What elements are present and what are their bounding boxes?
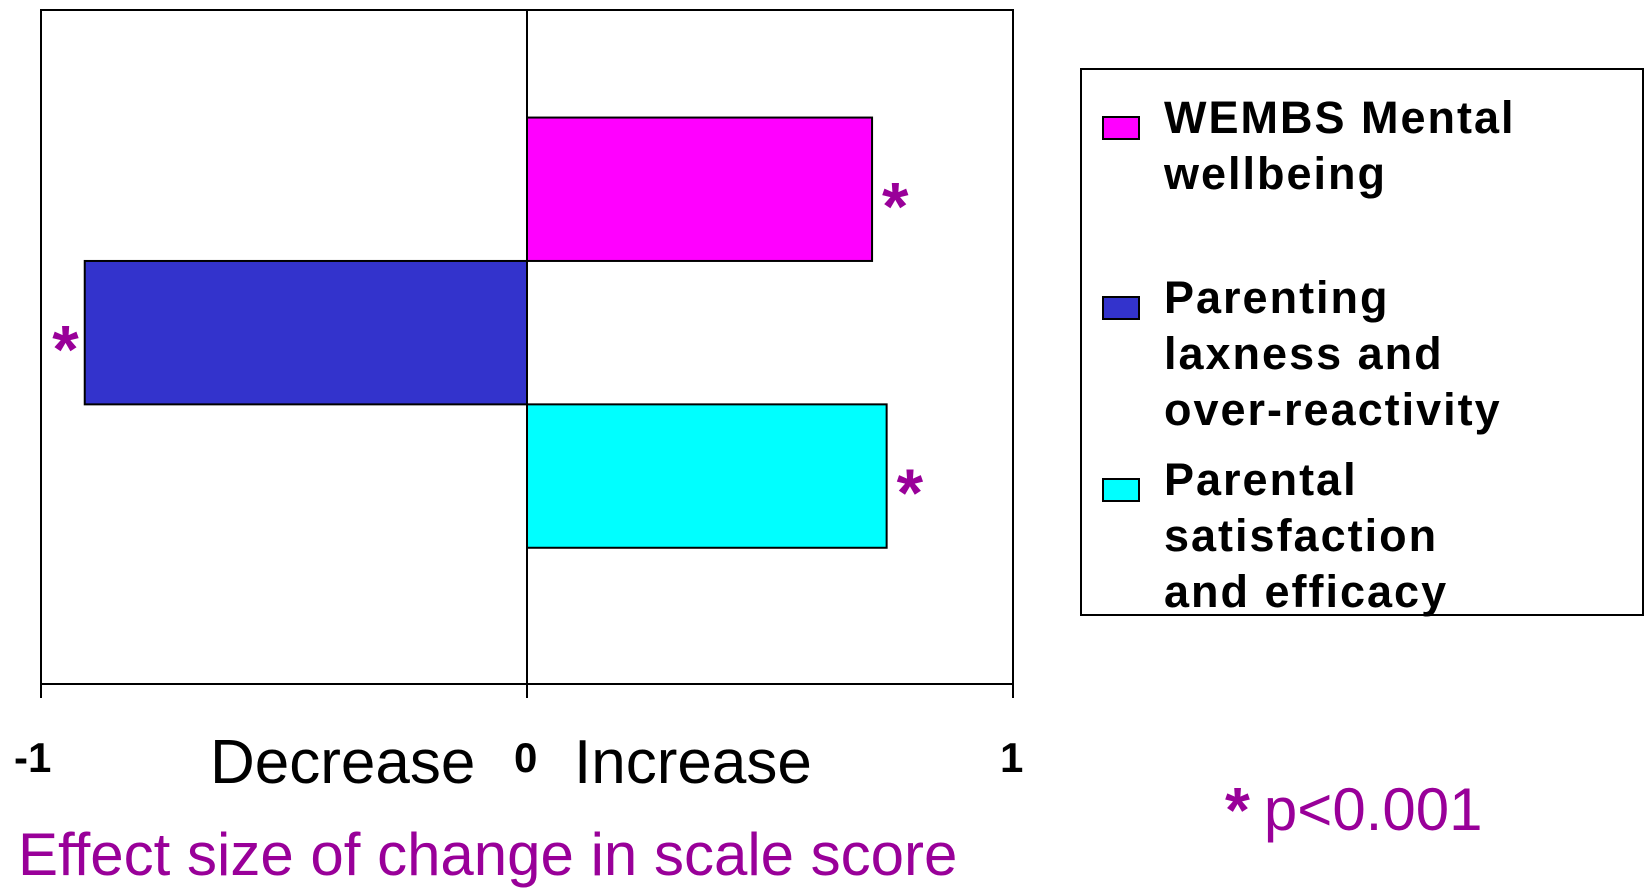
legend-label-laxness: Parenting laxness and over-reactivity [1164,270,1634,438]
legend-swatch-satisfaction [1102,478,1140,502]
increase-label: Increase [574,728,812,797]
legend-line: over-reactivity [1164,384,1502,435]
legend-line: satisfaction [1164,510,1439,561]
significance-star-satisfaction: * [897,455,924,531]
legend-swatch-laxness [1102,296,1140,320]
significance-note-text: p<0.001 [1263,776,1483,843]
legend-label-wembs: WEMBS Mental wellbeing [1164,90,1634,202]
legend-line: wellbeing [1164,148,1388,199]
legend-line: WEMBS Mental [1164,92,1516,143]
legend-line: Parental [1164,454,1358,505]
legend-line: Parenting [1164,272,1390,323]
x-tick-label-neg1: -1 [14,734,52,781]
legend-swatch-wembs [1102,116,1140,140]
significance-star-wembs: * [882,168,909,244]
bar-satisfaction [526,403,888,549]
legend-line: laxness and [1164,328,1444,379]
decrease-label: Decrease [210,728,476,797]
significance-note-star: * [1225,774,1250,846]
bar-laxness [83,259,529,406]
x-tick-label-0: 0 [514,734,538,781]
legend-label-satisfaction: Parental satisfaction and efficacy [1164,452,1634,620]
x-tick-label-1: 1 [1000,734,1024,781]
legend-line: and efficacy [1164,566,1449,617]
significance-note: * p<0.001 [1225,770,1482,866]
x-axis-title: Effect size of change in scale score [18,821,958,888]
significance-star-laxness: * [52,312,79,388]
bar-group: * * * [52,116,924,549]
legend: WEMBS Mental wellbeing Parenting laxness… [1080,68,1644,617]
bar-wembs [526,116,874,262]
